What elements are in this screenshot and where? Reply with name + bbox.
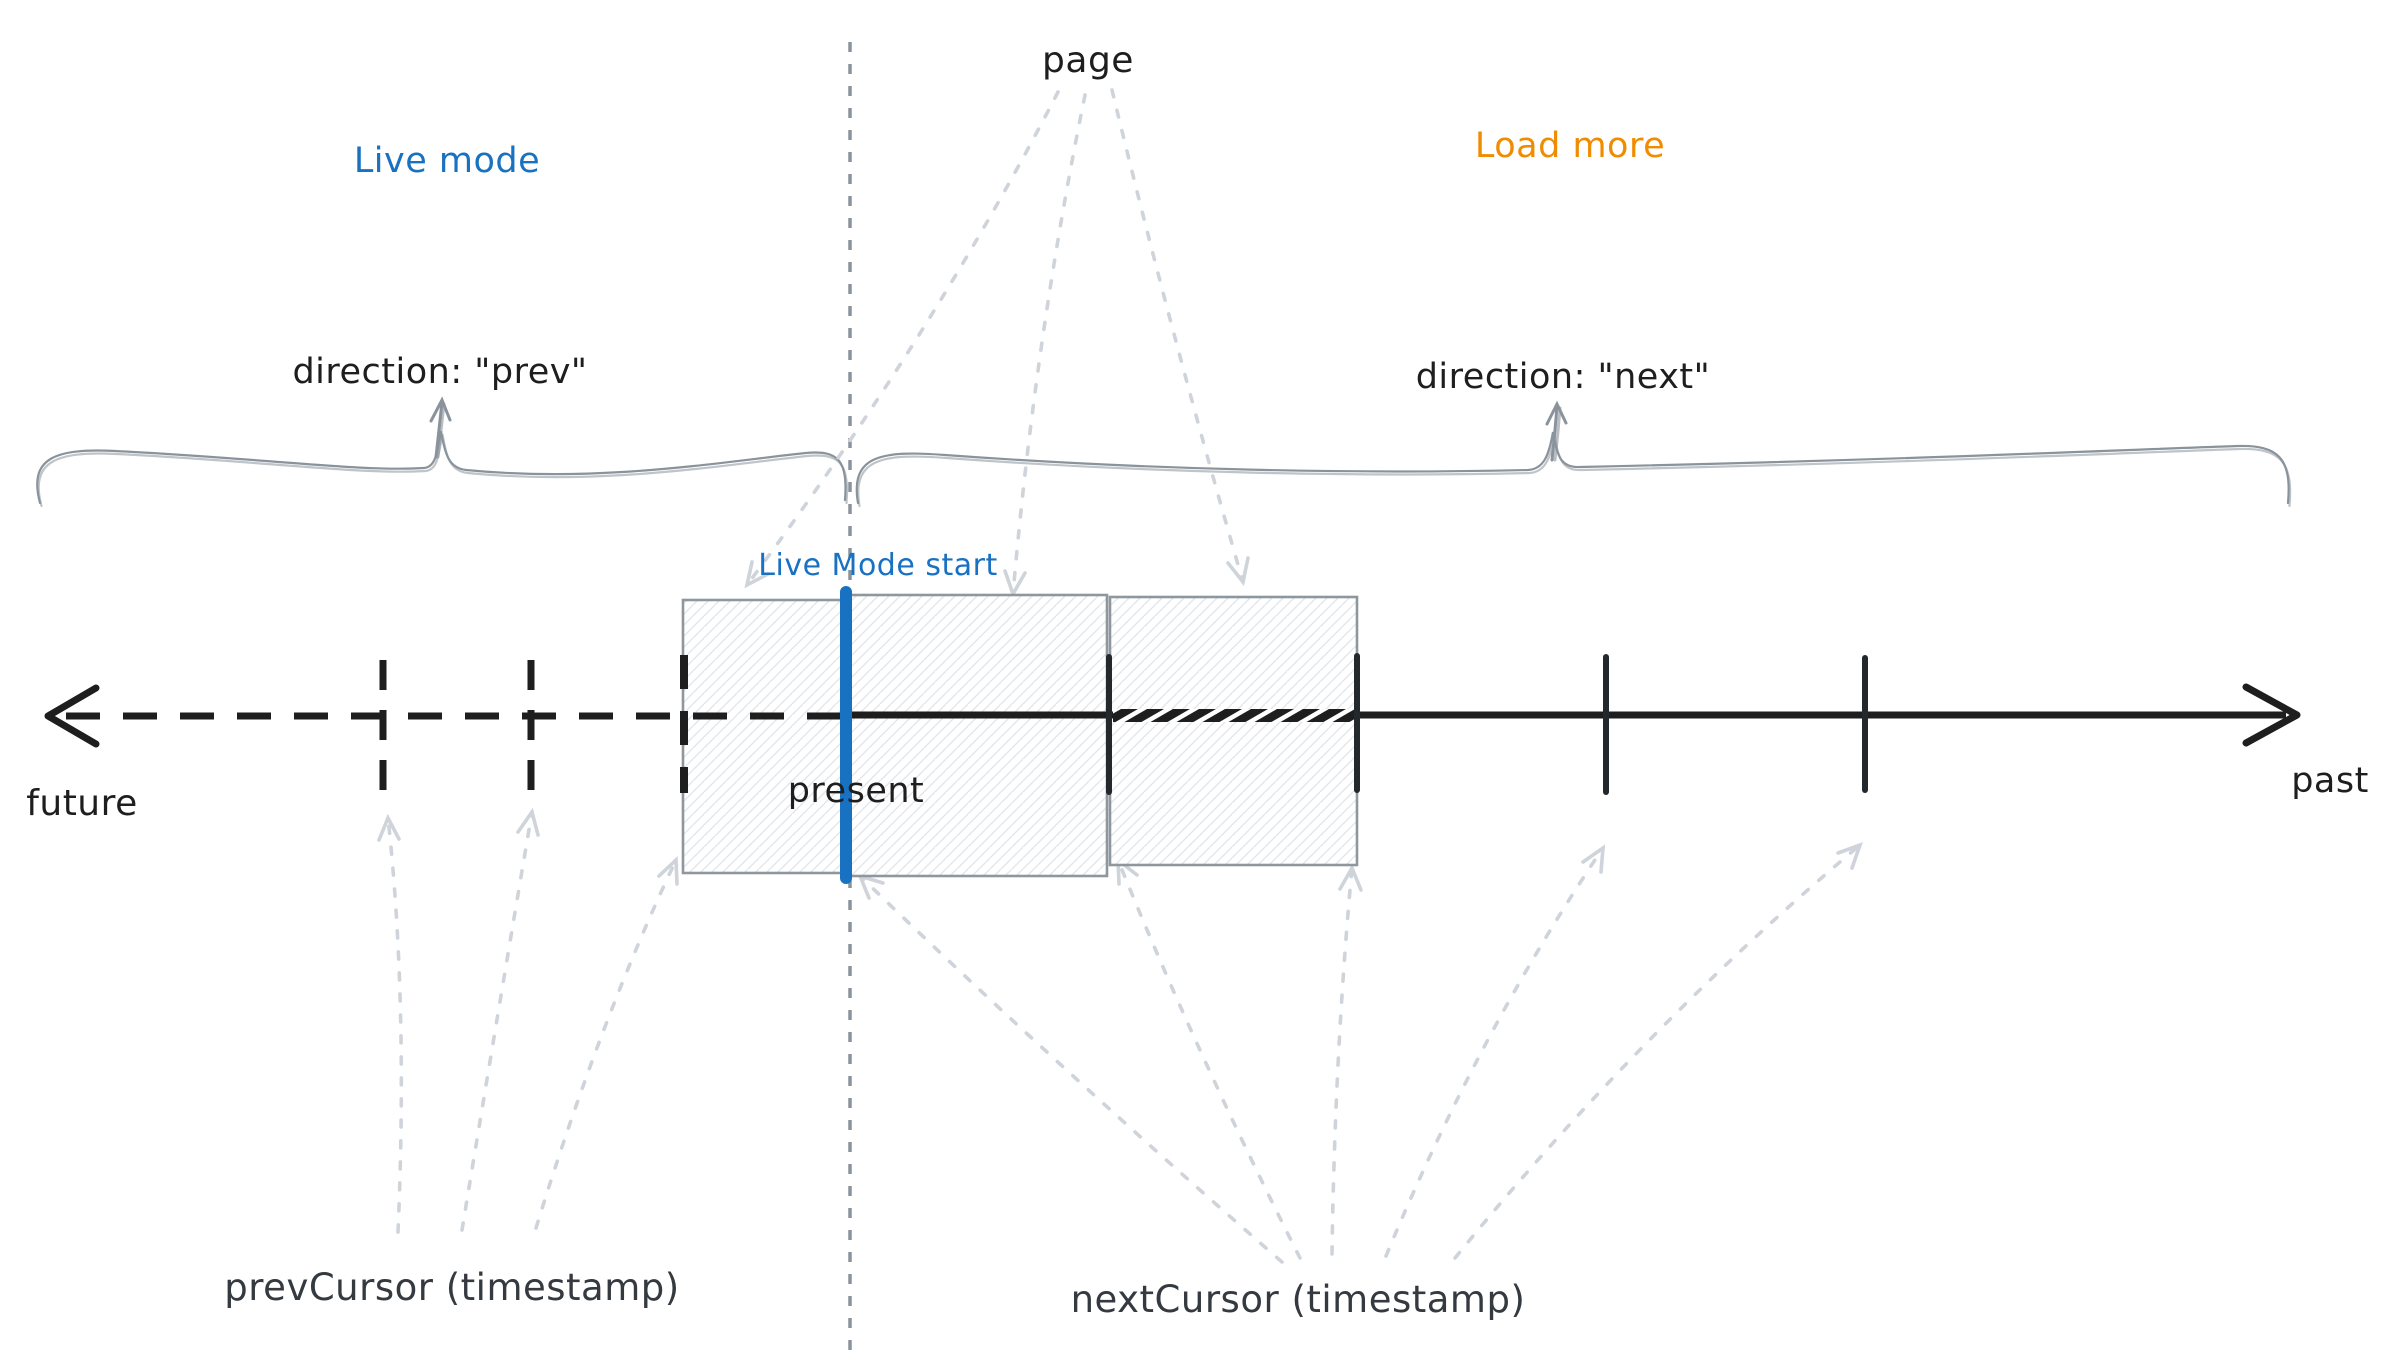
direction-next-label: direction: "next" [1416, 357, 1711, 397]
timeline-axis [44, 653, 2301, 795]
nextcursor-arrow-3 [1330, 863, 1363, 1256]
nextcursor-arrow-4 [1384, 844, 1606, 1258]
present-label: present [788, 771, 925, 811]
page-box-3 [1108, 595, 1359, 867]
past-arrowhead [2242, 683, 2301, 747]
page-boxes [681, 593, 1359, 878]
dotted-connectors [377, 88, 1863, 1264]
page-box-1 [681, 598, 847, 875]
nextcursor-arrow-1 [856, 873, 1284, 1264]
prevcursor-arrow-2 [460, 807, 540, 1232]
page-to-box3-arrow [1110, 88, 1250, 587]
next-brace-pointer-arrow [1545, 400, 1568, 462]
nextcursor-arrow-5 [1453, 842, 1863, 1260]
future-arrowhead [44, 684, 100, 748]
page-box-2 [843, 593, 1109, 878]
next-range-brace [855, 431, 2292, 508]
load-more-label: Load more [1475, 126, 1665, 166]
live-mode-label: Live mode [354, 141, 540, 181]
past-label: past [2291, 761, 2369, 801]
timeline-striped-band [1113, 709, 1355, 722]
prev-brace-pointer-arrow [429, 396, 452, 459]
page-to-box1-arrow [744, 90, 1060, 589]
live-mode-start-label: Live Mode start [758, 548, 997, 583]
next-cursor-label: nextCursor (timestamp) [1071, 1278, 1526, 1321]
nextcursor-arrow-2 [1116, 856, 1302, 1260]
future-label: future [26, 783, 138, 824]
prevcursor-arrow-3 [534, 855, 679, 1230]
prev-cursor-label: prevCursor (timestamp) [224, 1266, 679, 1309]
page-label: page [1042, 40, 1134, 81]
prevcursor-arrow-1 [377, 813, 404, 1234]
prev-range-brace [36, 430, 849, 508]
direction-prev-label: direction: "prev" [292, 352, 587, 392]
